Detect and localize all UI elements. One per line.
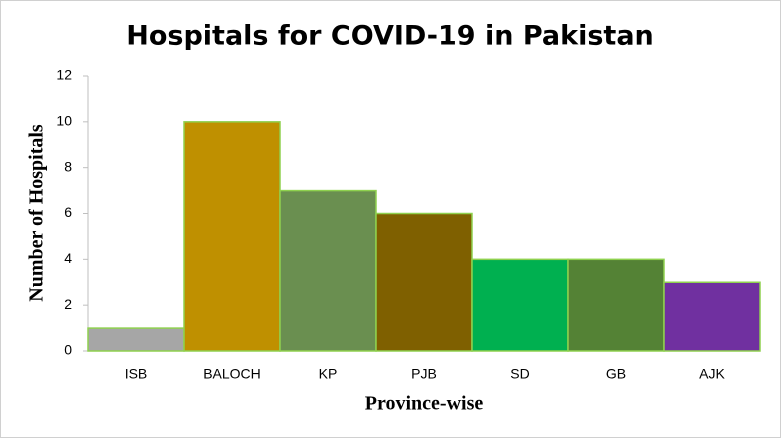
x-tick-label: PJB [411,366,437,382]
bar [567,258,665,352]
y-tick-label: 4 [64,250,72,266]
x-tick-label: KP [319,366,338,382]
y-axis-title: Number of Hospitals [26,124,48,302]
y-tick-label: 6 [64,204,72,220]
bar [663,281,761,352]
y-tick-label: 0 [64,342,72,358]
bar [183,121,281,352]
bar [87,327,185,352]
y-tick-label: 12 [56,67,72,83]
bar [375,212,473,352]
x-tick-label: BALOCH [203,366,261,382]
y-tick-label: 8 [64,158,72,174]
bar [279,189,377,352]
x-tick-label: SD [510,366,529,382]
x-tick-label: ISB [125,366,148,382]
y-tick-label: 2 [64,296,72,312]
chart-title: Hospitals for COVID-19 in Pakistan [126,21,654,52]
x-tick-label: AJK [699,366,725,382]
x-tick-label: GB [606,366,626,382]
bar [471,258,569,352]
x-axis-title: Province-wise [365,393,484,415]
y-tick-label: 10 [56,113,72,129]
